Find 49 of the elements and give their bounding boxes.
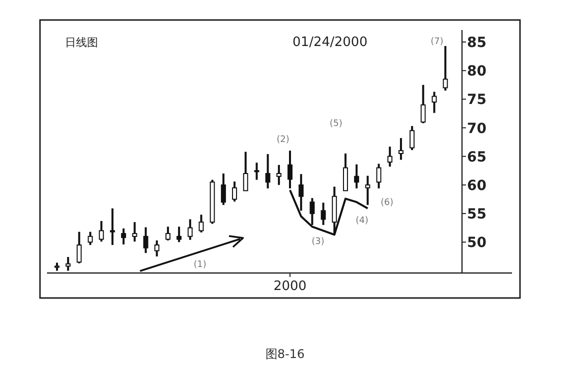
candlestick [320, 202, 326, 226]
y-tick-label: 60 [467, 178, 487, 194]
candlestick [121, 227, 126, 246]
candlestick [198, 214, 204, 234]
candlestick [66, 256, 71, 272]
annotation: (6) [380, 198, 394, 208]
candlestick [354, 163, 360, 190]
candlestick [188, 218, 193, 241]
y-tick-label: 75 [467, 92, 486, 108]
y-tick-label: 70 [467, 120, 487, 137]
text: 日线图 [65, 36, 98, 49]
annotation: (7) [430, 37, 444, 47]
candlestick [276, 164, 282, 186]
candlestick [232, 180, 238, 203]
candlestick [265, 153, 270, 190]
candlestick [254, 162, 260, 181]
annotation: (2) [276, 135, 290, 145]
x-tick-label: 2000 [273, 279, 307, 294]
candlestick [420, 84, 426, 124]
annotation: (1) [194, 260, 206, 270]
candlestick [143, 226, 148, 254]
y-tick-label: 50 [467, 235, 487, 252]
candlestick [98, 220, 104, 243]
annotation: (4) [356, 216, 368, 226]
annotation: (3) [312, 237, 324, 247]
candlestick [387, 146, 392, 168]
candlestick [243, 150, 248, 192]
candlestick [165, 226, 170, 242]
y-tick-label: 55 [467, 206, 486, 223]
candlestick [442, 45, 448, 92]
y-tick-label: 80 [467, 64, 487, 80]
candlestick [398, 137, 404, 161]
caption: 图8-16 [265, 347, 305, 361]
candlestick [154, 239, 160, 258]
candlestick [176, 226, 182, 244]
candlestick [132, 221, 138, 243]
annotation: (5) [330, 119, 342, 129]
chart-subtitle: 01/24/2000 [292, 35, 368, 50]
candlestick [310, 197, 315, 226]
candlestick [376, 162, 382, 190]
candlestick [410, 125, 415, 152]
candlestick [432, 90, 437, 114]
y-tick-label: 65 [467, 149, 486, 166]
candlestick [220, 172, 226, 206]
candlestick [88, 230, 93, 246]
candlestick [342, 152, 348, 192]
candlestick [110, 207, 115, 246]
y-tick-label: 85 [467, 35, 486, 52]
candlestick [76, 230, 82, 264]
